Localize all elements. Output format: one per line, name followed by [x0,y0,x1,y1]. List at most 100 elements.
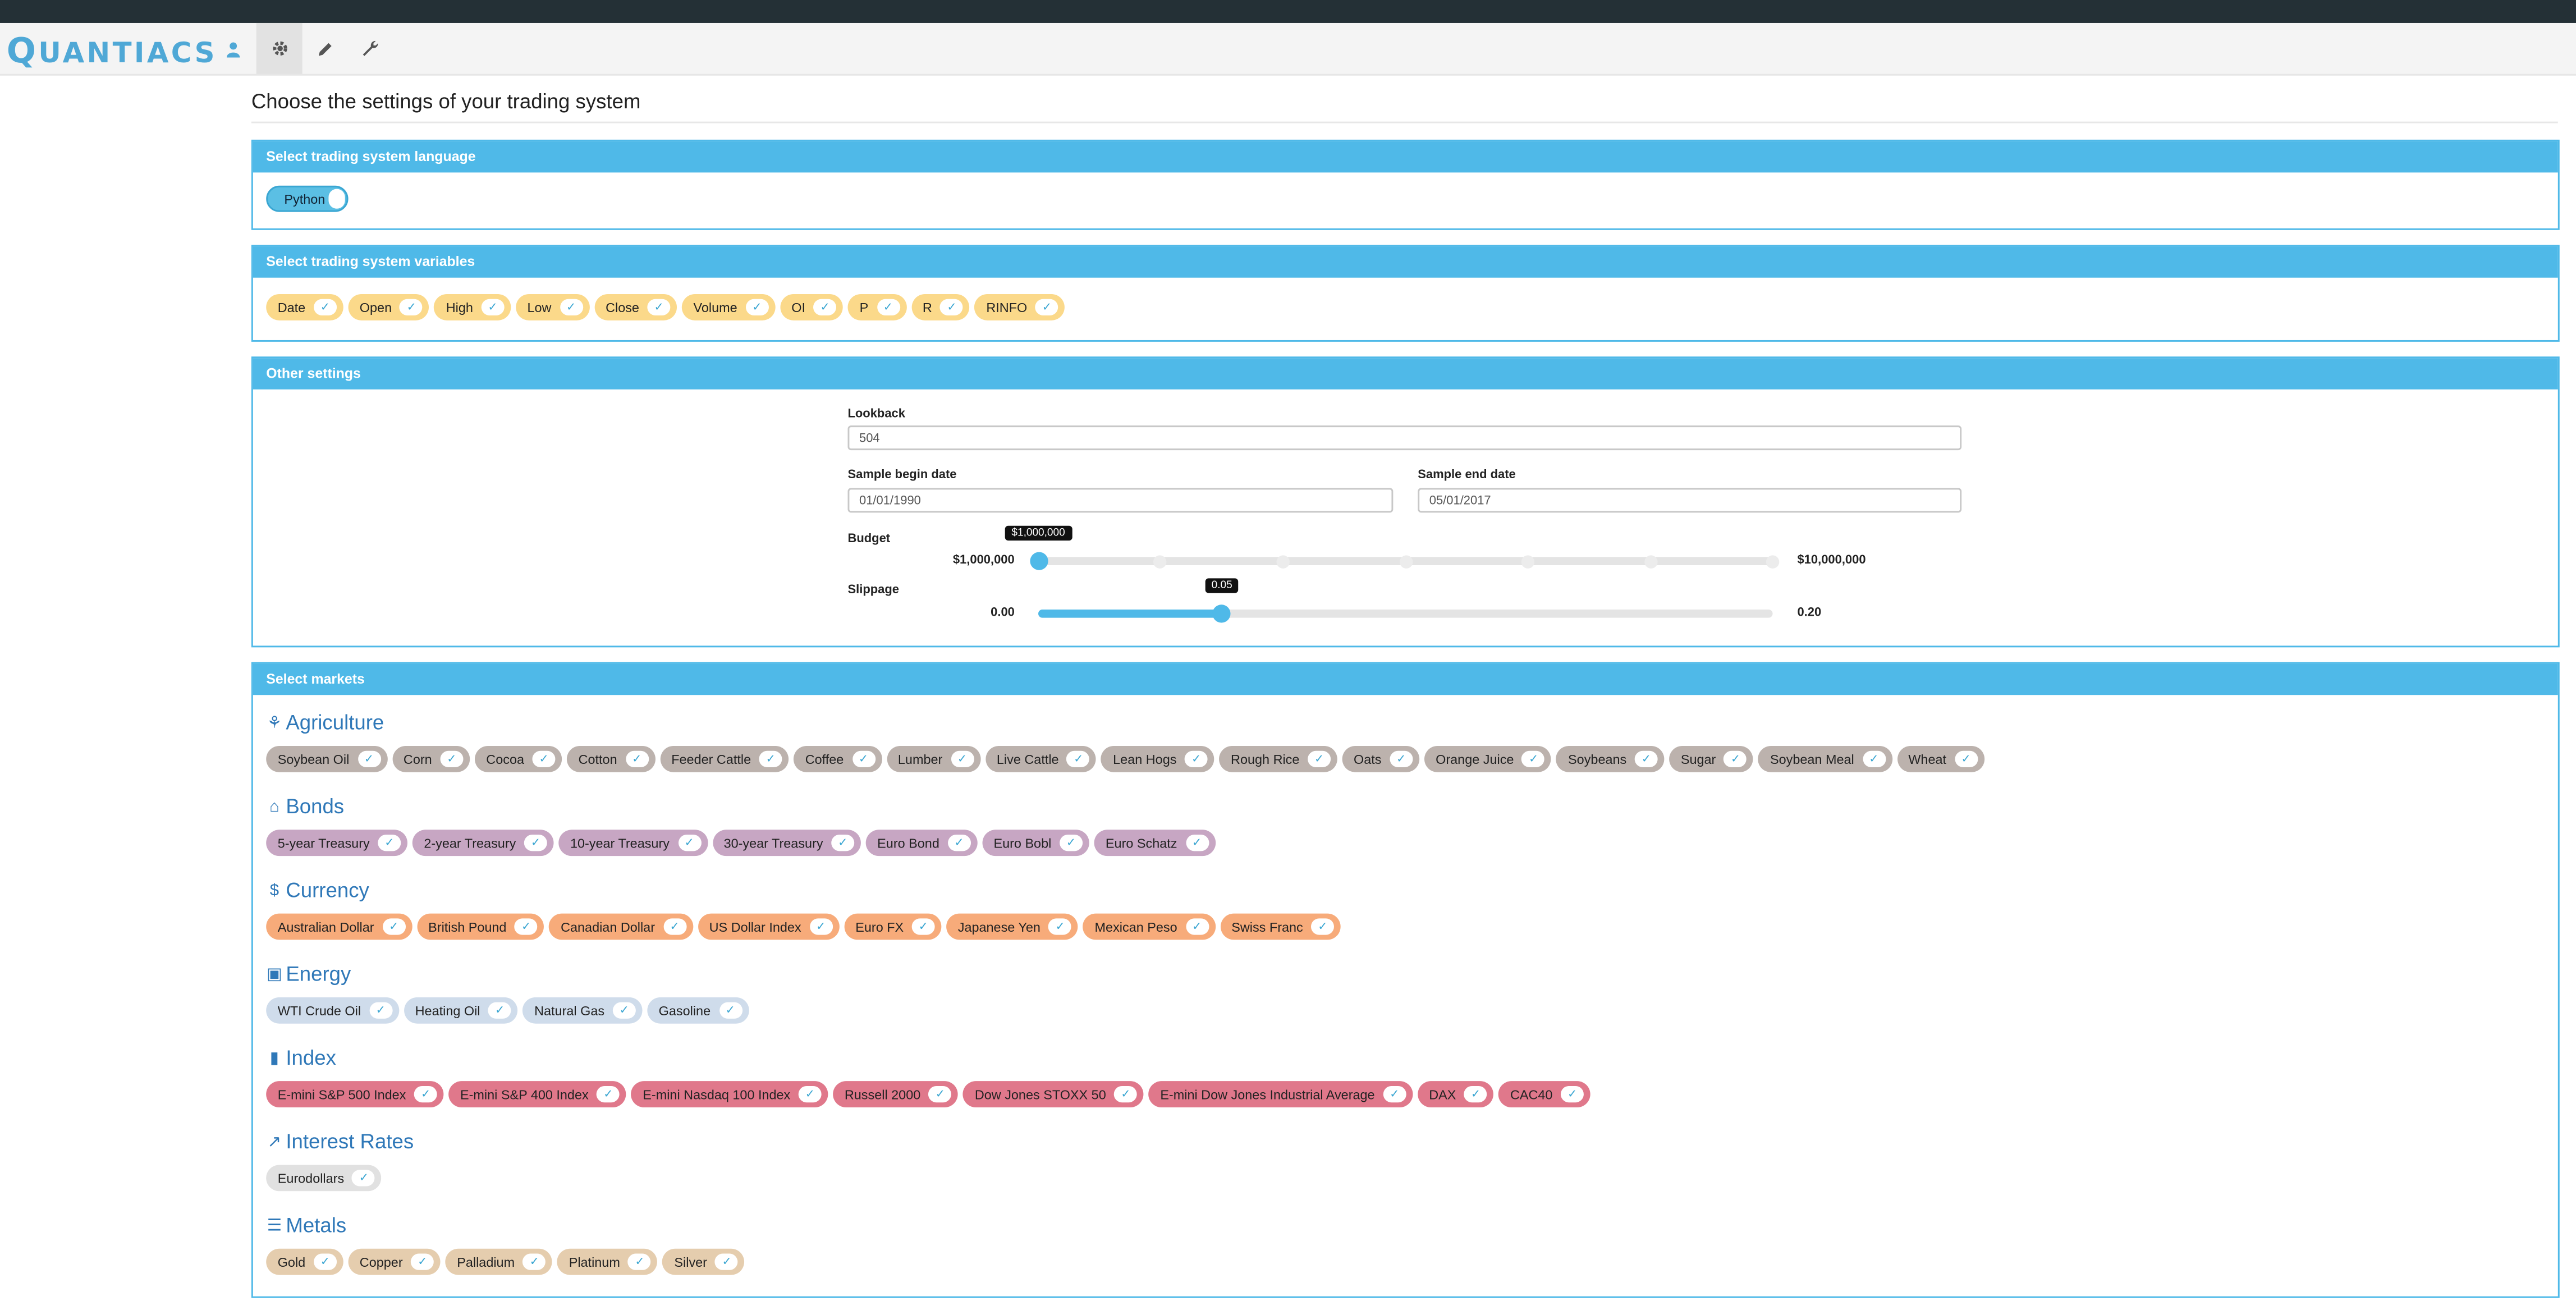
checkmark-icon[interactable]: ✓ [1724,750,1748,768]
chip-euro-bond[interactable]: Euro Bond ✓ [865,830,978,856]
chip-r[interactable]: R ✓ [911,294,970,320]
checkmark-icon[interactable]: ✓ [411,1253,434,1270]
chip-e-mini-s-p-400-index[interactable]: E-mini S&P 400 Index ✓ [448,1081,627,1108]
checkmark-icon[interactable]: ✓ [414,1085,438,1103]
chip-5-year-treasury[interactable]: 5-year Treasury ✓ [266,830,408,856]
checkmark-icon[interactable]: ✓ [798,1085,822,1103]
chip-dax[interactable]: DAX ✓ [1417,1081,1494,1108]
checkmark-icon[interactable]: ✓ [940,299,964,316]
checkmark-icon[interactable]: ✓ [1383,1085,1406,1103]
checkmark-icon[interactable]: ✓ [369,1002,392,1019]
checkmark-icon[interactable]: ✓ [357,750,381,768]
chip-natural-gas[interactable]: Natural Gas ✓ [522,997,643,1024]
budget-step-marker[interactable] [1399,554,1413,568]
checkmark-icon[interactable]: ✓ [1048,918,1072,935]
chip-wheat[interactable]: Wheat ✓ [1896,745,1984,772]
chip-feeder-cattle[interactable]: Feeder Cattle ✓ [659,745,789,772]
checkmark-icon[interactable]: ✓ [625,750,649,768]
checkmark-icon[interactable]: ✓ [1185,750,1208,768]
checkmark-icon[interactable]: ✓ [677,835,701,851]
checkmark-icon[interactable]: ✓ [1634,750,1658,768]
checkmark-icon[interactable]: ✓ [1561,1085,1584,1103]
chip-dow-jones-stoxx-50[interactable]: Dow Jones STOXX 50 ✓ [963,1081,1144,1108]
checkmark-icon[interactable]: ✓ [1185,918,1209,935]
begin-date-input[interactable] [847,488,1394,513]
checkmark-icon[interactable]: ✓ [745,299,769,316]
budget-slider-handle[interactable] [1029,552,1048,570]
checkmark-icon[interactable]: ✓ [352,1170,375,1187]
checkmark-icon[interactable]: ✓ [378,835,401,851]
checkmark-icon[interactable]: ✓ [481,299,505,316]
checkmark-icon[interactable]: ✓ [628,1253,652,1270]
checkmark-icon[interactable]: ✓ [851,750,875,768]
gear-icon[interactable] [256,22,302,74]
chip-corn[interactable]: Corn ✓ [392,745,470,772]
checkmark-icon[interactable]: ✓ [1067,750,1090,768]
chip-heating-oil[interactable]: Heating Oil ✓ [404,997,518,1024]
checkmark-icon[interactable]: ✓ [1522,750,1546,768]
budget-slider-track[interactable]: $1,000,000 [1005,525,1780,570]
budget-step-marker[interactable] [1154,554,1167,568]
chip-orange-juice[interactable]: Orange Juice ✓ [1424,745,1552,772]
checkmark-icon[interactable]: ✓ [876,299,900,316]
checkmark-icon[interactable]: ✓ [1114,1085,1138,1103]
checkmark-icon[interactable]: ✓ [382,918,406,935]
chip-japanese-yen[interactable]: Japanese Yen ✓ [946,913,1079,940]
checkmark-icon[interactable]: ✓ [1390,750,1413,768]
checkmark-icon[interactable]: ✓ [313,299,337,316]
toggle-knob[interactable] [328,189,345,209]
chip-e-mini-nasdaq-100-index[interactable]: E-mini Nasdaq 100 Index ✓ [631,1081,828,1108]
checkmark-icon[interactable]: ✓ [1464,1085,1487,1103]
lookback-input[interactable] [847,425,1962,451]
user-icon[interactable] [210,23,256,74]
pencil-icon[interactable] [302,23,349,74]
chip-rough-rice[interactable]: Rough Rice ✓ [1219,745,1337,772]
checkmark-icon[interactable]: ✓ [612,1002,636,1019]
chip-oi[interactable]: OI ✓ [780,294,844,320]
chip-30-year-treasury[interactable]: 30-year Treasury ✓ [712,830,861,856]
chip-date[interactable]: Date ✓ [266,294,343,320]
chip-high[interactable]: High ✓ [434,294,511,320]
chip-lumber[interactable]: Lumber ✓ [886,745,980,772]
checkmark-icon[interactable]: ✓ [1954,750,1978,768]
checkmark-icon[interactable]: ✓ [1308,750,1331,768]
chip-euro-fx[interactable]: Euro FX ✓ [844,913,942,940]
chip-2-year-treasury[interactable]: 2-year Treasury ✓ [412,830,554,856]
checkmark-icon[interactable]: ✓ [400,299,423,316]
checkmark-icon[interactable]: ✓ [488,1002,512,1019]
language-toggle[interactable]: Python [266,185,349,212]
chip-australian-dollar[interactable]: Australian Dollar ✓ [266,913,412,940]
quantiacs-logo[interactable]: QUANTIACS [6,31,217,71]
chip-us-dollar-index[interactable]: US Dollar Index ✓ [698,913,839,940]
checkmark-icon[interactable]: ✓ [560,299,583,316]
checkmark-icon[interactable]: ✓ [928,1085,952,1103]
checkmark-icon[interactable]: ✓ [532,750,556,768]
checkmark-icon[interactable]: ✓ [440,750,464,768]
chip-sugar[interactable]: Sugar ✓ [1669,745,1754,772]
chip-oats[interactable]: Oats ✓ [1342,745,1419,772]
chip-soybeans[interactable]: Soybeans ✓ [1556,745,1665,772]
checkmark-icon[interactable]: ✓ [718,1002,742,1019]
chip-volume[interactable]: Volume ✓ [682,294,775,320]
chip-soybean-oil[interactable]: Soybean Oil ✓ [266,745,387,772]
checkmark-icon[interactable]: ✓ [911,918,935,935]
chip-live-cattle[interactable]: Live Cattle ✓ [985,745,1097,772]
checkmark-icon[interactable]: ✓ [313,1253,337,1270]
checkmark-icon[interactable]: ✓ [1059,835,1083,851]
chip-e-mini-dow-jones-industrial-average[interactable]: E-mini Dow Jones Industrial Average ✓ [1148,1081,1413,1108]
chip-wti-crude-oil[interactable]: WTI Crude Oil ✓ [266,997,399,1024]
chip-british-pound[interactable]: British Pound ✓ [416,913,544,940]
checkmark-icon[interactable]: ✓ [597,1085,620,1103]
chip-euro-schatz[interactable]: Euro Schatz ✓ [1094,830,1215,856]
chip-euro-bobl[interactable]: Euro Bobl ✓ [982,830,1089,856]
checkmark-icon[interactable]: ✓ [831,835,855,851]
budget-step-marker[interactable] [1766,554,1780,568]
chip-p[interactable]: P ✓ [848,294,906,320]
checkmark-icon[interactable]: ✓ [647,299,671,316]
chip-canadian-dollar[interactable]: Canadian Dollar ✓ [549,913,693,940]
chip-open[interactable]: Open ✓ [348,294,430,320]
budget-step-marker[interactable] [1276,554,1290,568]
checkmark-icon[interactable]: ✓ [759,750,782,768]
checkmark-icon[interactable]: ✓ [1185,835,1209,851]
chip-eurodollars[interactable]: Eurodollars ✓ [266,1165,382,1192]
